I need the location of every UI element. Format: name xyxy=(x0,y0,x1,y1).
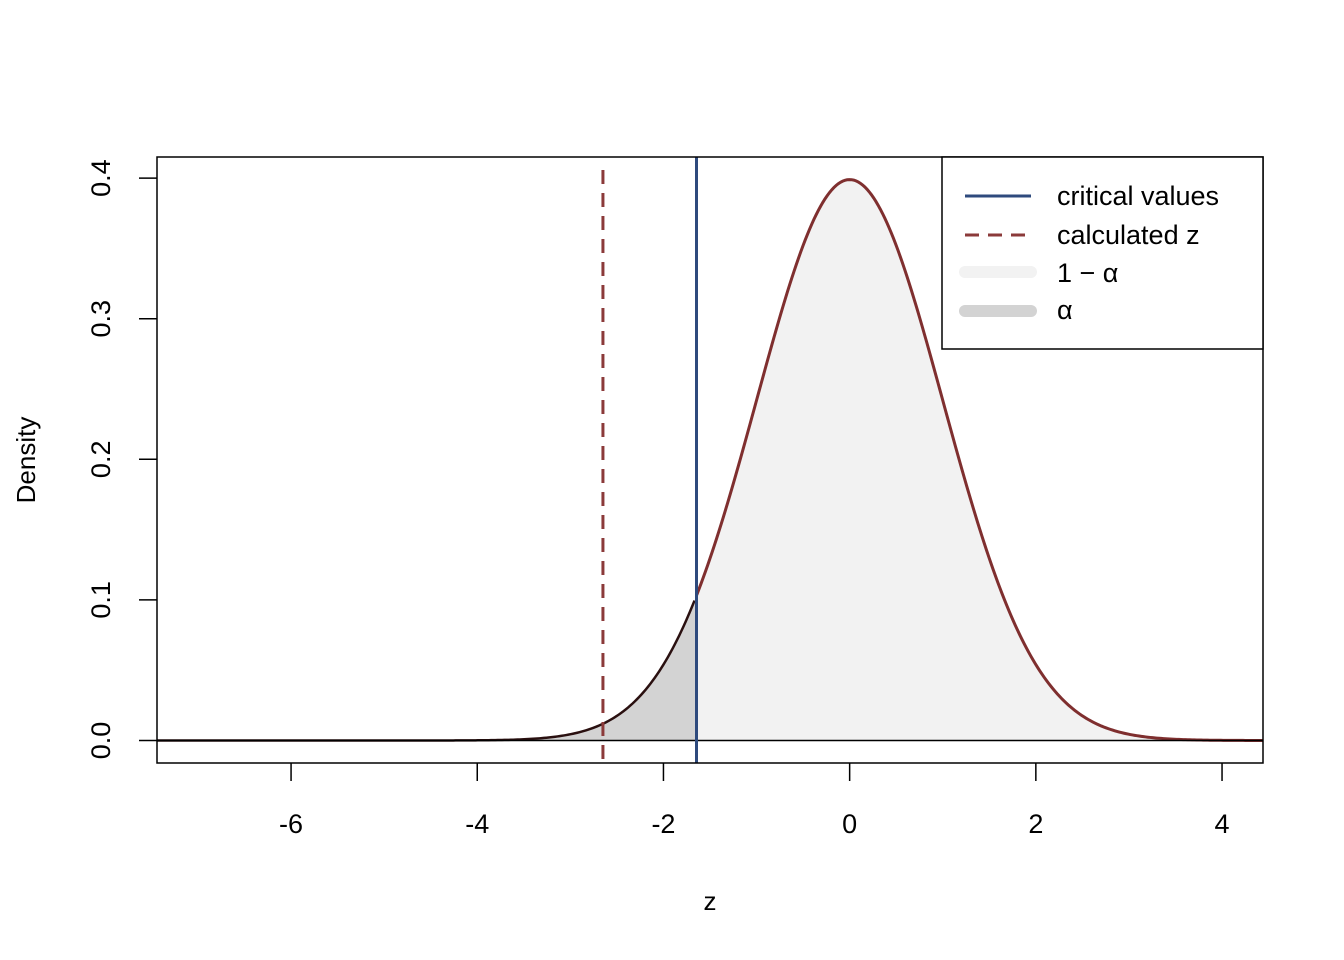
y-tick-label: 0.4 xyxy=(86,159,116,197)
legend-label-calculated-z: calculated z xyxy=(1057,220,1200,250)
legend-label-critical-values: critical values xyxy=(1057,181,1219,211)
x-tick-label: -4 xyxy=(465,809,489,839)
x-tick-label: 0 xyxy=(842,809,857,839)
region-alpha xyxy=(157,595,697,741)
x-tick-label: -6 xyxy=(279,809,303,839)
legend-label-alpha: α xyxy=(1057,295,1073,325)
density-curve xyxy=(695,178,1263,742)
y-tick-label: 0.0 xyxy=(86,722,116,760)
legend-label-one-minus-alpha: 1 − α xyxy=(1057,258,1118,288)
x-tick-label: 2 xyxy=(1028,809,1043,839)
y-axis-label: Density xyxy=(11,417,41,504)
legend: critical values calculated z 1 − α α xyxy=(941,156,1264,350)
region-one-minus-alpha xyxy=(696,179,1263,741)
x-tick-label: 4 xyxy=(1215,809,1230,839)
x-tick-label: -2 xyxy=(651,809,675,839)
y-tick-label: 0.1 xyxy=(86,581,116,619)
x-axis-label: z xyxy=(704,886,717,916)
y-tick-label: 0.2 xyxy=(86,441,116,479)
plot-layer: -6 -4 -2 0 2 4 0.0 0.1 0.2 0.3 0.4 xyxy=(86,156,1264,839)
y-tick-label: 0.3 xyxy=(86,300,116,338)
